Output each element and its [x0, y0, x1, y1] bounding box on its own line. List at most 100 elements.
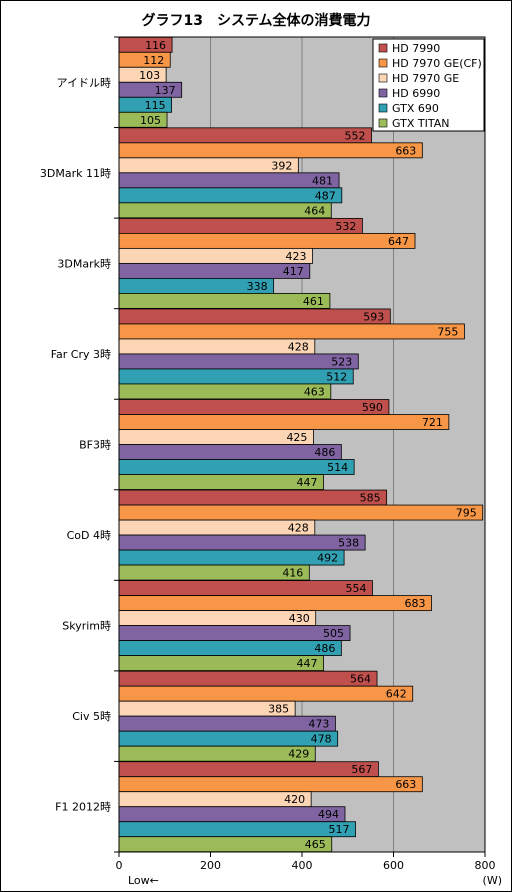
legend-label: HD 7990: [392, 42, 440, 55]
bar: [118, 292, 331, 309]
legend-label: GTX 690: [392, 102, 439, 115]
data-label: 115: [145, 99, 166, 112]
data-label: 447: [297, 657, 318, 670]
bar: [118, 549, 345, 566]
bar: [118, 761, 379, 778]
bar: [118, 821, 356, 838]
data-label: 486: [314, 642, 335, 655]
data-label: 461: [303, 295, 324, 308]
data-label: 392: [271, 159, 292, 172]
category-label: 3DMark時: [57, 257, 111, 270]
data-label: 417: [283, 265, 304, 278]
data-label: 487: [315, 189, 336, 202]
bar: [118, 232, 416, 249]
bar: [118, 640, 342, 657]
data-label: 478: [311, 733, 332, 746]
bar: [118, 353, 359, 370]
legend-swatch: [378, 118, 388, 128]
bar: [118, 625, 351, 642]
data-label: 564: [350, 673, 371, 686]
bar: [118, 595, 432, 612]
category-label: Far Cry 3時: [51, 348, 111, 361]
data-label: 663: [395, 144, 416, 157]
data-label: 425: [286, 431, 307, 444]
category-label: Skyrim時: [62, 620, 111, 633]
legend-label: HD 7970 GE: [392, 72, 459, 85]
bar: [118, 610, 317, 627]
bar: [118, 564, 310, 581]
data-label: 538: [338, 537, 359, 550]
x-axis-unit-label: (W): [483, 874, 502, 887]
bar: [118, 504, 484, 521]
data-label: 514: [327, 461, 348, 474]
data-label: 590: [362, 401, 383, 414]
x-tick-label: 200: [200, 859, 221, 872]
data-label: 795: [456, 507, 477, 520]
bar: [118, 715, 336, 732]
data-label: 585: [360, 492, 381, 505]
legend-label: HD 6990: [392, 87, 440, 100]
data-label: 552: [345, 129, 366, 142]
data-label: 105: [140, 114, 161, 127]
bar: [118, 806, 346, 823]
legend-swatch: [378, 88, 388, 98]
legend-swatch: [378, 43, 388, 53]
data-label: 593: [363, 310, 384, 323]
x-tick-label: 400: [292, 859, 313, 872]
data-label: 430: [289, 612, 310, 625]
data-label: 463: [304, 385, 325, 398]
bar: [118, 127, 372, 144]
bar: [118, 247, 313, 264]
bar: [118, 836, 333, 853]
bar: [118, 776, 423, 793]
bar: [118, 368, 354, 385]
bar: [118, 414, 450, 430]
data-label: 532: [335, 220, 356, 233]
category-label: CoD 4時: [67, 529, 111, 542]
data-label: 464: [304, 204, 325, 217]
bar: [118, 745, 316, 762]
bar: [118, 655, 324, 672]
bar: [118, 323, 465, 340]
legend-swatch: [378, 103, 388, 113]
bar: [118, 383, 332, 400]
data-label: 486: [314, 446, 335, 459]
data-label: 663: [395, 778, 416, 791]
x-tick-label: 600: [383, 859, 404, 872]
bar: [118, 474, 324, 490]
bar: [118, 730, 339, 747]
data-label: 385: [268, 703, 289, 716]
data-label: 517: [329, 823, 350, 836]
data-label: 428: [288, 340, 309, 353]
data-label: 647: [388, 235, 409, 248]
data-label: 683: [404, 597, 425, 610]
bar: [118, 429, 314, 445]
bar: [118, 338, 316, 355]
bar: [118, 172, 340, 189]
category-label: F1 2012時: [55, 801, 111, 814]
legend-label: GTX TITAN: [392, 117, 449, 130]
category-label: BF3時: [79, 439, 111, 452]
data-label: 721: [422, 416, 443, 429]
bar: [118, 580, 373, 597]
data-label: 428: [288, 522, 309, 535]
data-label: 103: [139, 69, 160, 82]
bar: [118, 142, 423, 159]
data-label: 116: [145, 39, 166, 52]
bar: [118, 399, 390, 415]
legend: [372, 38, 485, 132]
data-label: 554: [345, 582, 366, 595]
category-label: アイドル時: [57, 76, 111, 89]
bar: [118, 262, 311, 279]
data-label: 523: [331, 355, 352, 368]
data-label: 481: [312, 174, 333, 187]
data-label: 137: [155, 84, 176, 97]
data-label: 465: [305, 838, 326, 851]
bar: [118, 489, 388, 506]
bar: [118, 534, 366, 551]
category-label: 3DMark 11時: [40, 167, 111, 180]
bar: [118, 685, 414, 702]
data-label: 494: [318, 808, 339, 821]
x-axis-low-label: Low←: [128, 874, 159, 887]
